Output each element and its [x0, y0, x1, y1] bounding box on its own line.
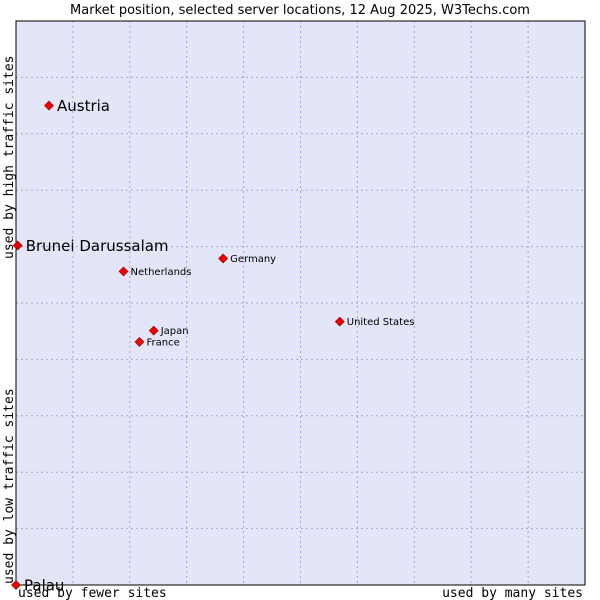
- point-marker: [12, 240, 23, 251]
- point-marker: [334, 316, 345, 327]
- grid-lines: [16, 21, 585, 585]
- point-label: Germany: [230, 254, 276, 265]
- plot-border: [15, 20, 586, 586]
- point-marker: [148, 325, 159, 336]
- point-label: Brunei Darussalam: [26, 237, 169, 255]
- point-marker: [44, 100, 54, 111]
- point-marker: [11, 580, 21, 590]
- point-marker: [218, 253, 229, 264]
- point-netherlands: Netherlands: [118, 266, 192, 278]
- point-france: France: [134, 336, 180, 348]
- point-japan: Japan: [148, 325, 189, 337]
- point-label: Palau: [24, 577, 64, 595]
- x-axis-label-left: used by fewer sites: [18, 586, 167, 600]
- y-axis-label-bottom: used by low traffic sites: [2, 388, 17, 584]
- point-label: France: [146, 337, 179, 348]
- point-united-states: United States: [334, 316, 415, 328]
- data-points: Austria Brunei Darussalam Germany Netherlan…: [11, 97, 415, 595]
- point-marker: [134, 336, 145, 347]
- chart-title: Market position, selected server locatio…: [70, 3, 530, 18]
- point-label: Netherlands: [131, 267, 192, 278]
- y-axis-label-top: used by high traffic sites: [2, 56, 17, 260]
- point-label: United States: [347, 317, 415, 328]
- x-axis-label-right: used by many sites: [442, 586, 583, 600]
- point-germany: Germany: [218, 253, 276, 265]
- point-label: Japan: [160, 326, 189, 337]
- point-austria: Austria: [44, 97, 110, 115]
- point-label: Austria: [57, 97, 110, 115]
- point-brunei-darussalam: Brunei Darussalam: [12, 237, 169, 255]
- point-marker: [118, 266, 129, 277]
- point-palau: Palau: [11, 577, 64, 595]
